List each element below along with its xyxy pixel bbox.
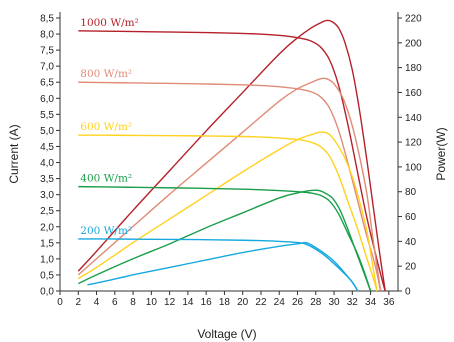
x-tick-label: 22 <box>255 297 267 308</box>
y-right-tick-label: 20 <box>405 262 417 273</box>
x-tick-label: 36 <box>383 297 395 308</box>
y-left-tick-label: 7,5 <box>40 46 54 57</box>
x-tick-label: 24 <box>274 297 286 308</box>
chart-axes <box>59 12 399 292</box>
y-left-tick-label: 4,5 <box>40 142 54 153</box>
series-label-4: 200 W/m² <box>80 225 132 237</box>
power-curve-2 <box>77 131 378 292</box>
series-label-3: 400 W/m² <box>80 173 132 185</box>
y-left-tick-label: 5,0 <box>40 126 54 137</box>
y-left-axis-title: Current (A) <box>7 124 21 183</box>
y-right-tick-label: 0 <box>405 287 411 298</box>
x-tick-label: 28 <box>310 297 322 308</box>
x-tick-label: 4 <box>94 297 100 308</box>
power-curve-0 <box>77 19 386 292</box>
x-tick-label: 2 <box>75 297 81 308</box>
y-left-tick-label: 2,5 <box>40 206 54 217</box>
current-curve-2 <box>78 134 378 292</box>
x-tick-label: 12 <box>164 297 176 308</box>
x-tick-label: 34 <box>365 297 377 308</box>
y-left-tick-label: 1,0 <box>40 254 54 265</box>
y-left-tick-label: 0,0 <box>40 287 54 298</box>
y-left-tick-label: 0,5 <box>40 270 54 281</box>
y-right-tick-label: 40 <box>405 237 417 248</box>
chart-ticks: 0 2 4 6 8 10 12 14 16 18 20 22 24 26 28 30 32 34 360,00,51… <box>40 14 422 309</box>
series-label-0: 1000 W/m² <box>80 17 139 29</box>
x-tick-label: 26 <box>292 297 304 308</box>
power-curve-1 <box>77 77 382 292</box>
y-right-axis-title: Power(W) <box>434 127 448 180</box>
series-label-1: 800 W/m² <box>80 68 132 80</box>
x-tick-label: 30 <box>328 297 340 308</box>
x-tick-label: 20 <box>237 297 249 308</box>
x-tick-label: 8 <box>130 297 136 308</box>
y-right-tick-label: 220 <box>405 14 422 25</box>
power-curve-3 <box>77 189 372 292</box>
y-left-tick-label: 8,0 <box>40 30 54 41</box>
y-right-tick-label: 60 <box>405 212 417 223</box>
y-right-tick-label: 160 <box>405 88 422 99</box>
power-curve-4 <box>87 241 359 292</box>
y-right-tick-label: 140 <box>405 113 422 124</box>
x-axis-title: Voltage (V) <box>197 327 256 341</box>
y-left-tick-label: 4,0 <box>40 158 54 169</box>
y-left-tick-label: 6,0 <box>40 94 54 105</box>
y-right-tick-label: 80 <box>405 187 417 198</box>
y-left-tick-label: 1,5 <box>40 238 54 249</box>
y-right-tick-label: 100 <box>405 162 422 173</box>
y-left-tick-label: 8,5 <box>40 14 54 25</box>
y-right-tick-label: 120 <box>405 138 422 149</box>
chart-series-labels: 1000 W/m² 800 W/m² 600 W/m² 400 W/m² 200 W/m… <box>80 17 139 237</box>
x-tick-label: 16 <box>201 297 213 308</box>
x-tick-label: 18 <box>219 297 231 308</box>
x-tick-label: 0 <box>57 297 63 308</box>
y-left-tick-label: 5,5 <box>40 110 54 121</box>
y-right-tick-label: 200 <box>405 38 422 49</box>
y-left-tick-label: 6,5 <box>40 78 54 89</box>
y-left-tick-label: 3,0 <box>40 190 54 201</box>
x-tick-label: 6 <box>112 297 118 308</box>
series-label-2: 600 W/m² <box>80 121 132 133</box>
y-left-tick-label: 3,5 <box>40 174 54 185</box>
x-tick-label: 14 <box>182 297 194 308</box>
x-tick-label: 10 <box>146 297 158 308</box>
x-tick-label: 32 <box>347 297 359 308</box>
current-curve-1 <box>78 81 382 292</box>
y-right-tick-label: 180 <box>405 63 422 74</box>
current-curve-0 <box>78 30 386 292</box>
y-left-tick-label: 2,0 <box>40 222 54 233</box>
y-left-tick-label: 7,0 <box>40 62 54 73</box>
chart-curves <box>77 19 386 292</box>
